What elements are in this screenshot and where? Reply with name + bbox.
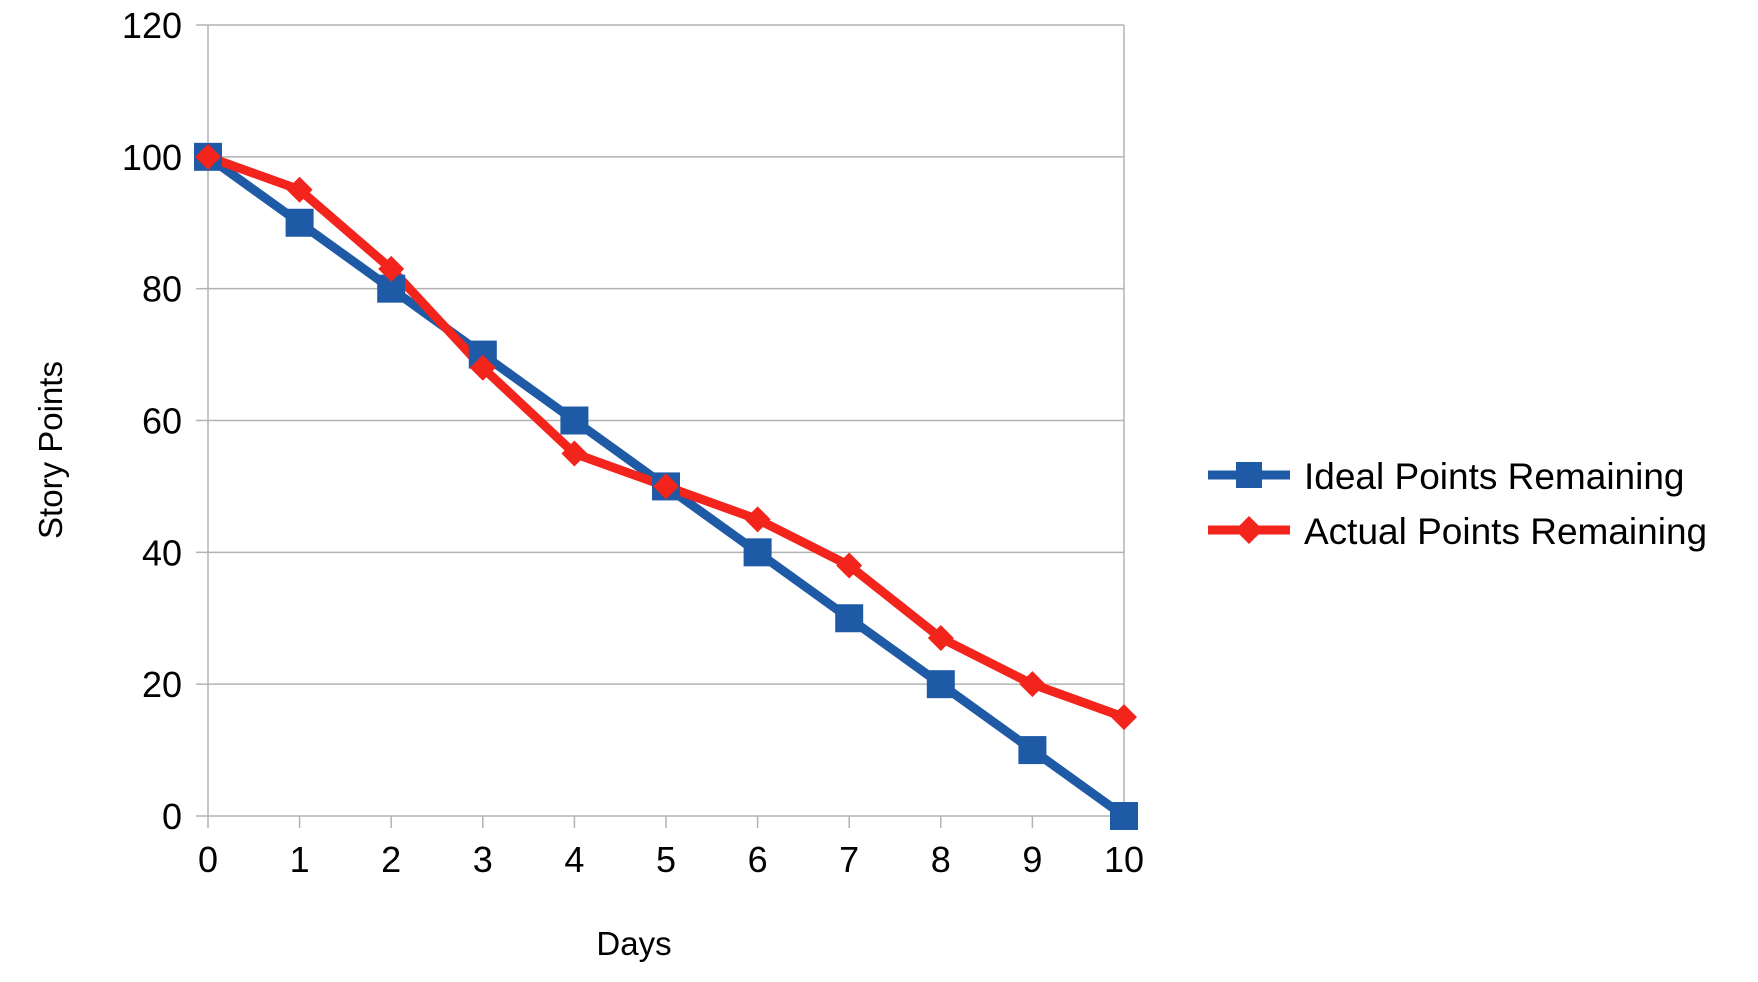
tick-labels: 0 20 40 60 80 100 120 0 1 2 3 4 5 6 7 8 9 10 [122, 5, 1144, 880]
data-point-actual [927, 625, 954, 652]
y-tick-label: 40 [142, 532, 182, 573]
x-axis-title: Days [596, 925, 671, 962]
y-tick-label: 120 [122, 5, 182, 46]
y-tick-label: 100 [122, 137, 182, 178]
legend-marker-diamond [1235, 516, 1263, 544]
series-line-actual [203, 152, 1129, 722]
data-point-ideal [1110, 802, 1138, 830]
data-point-actual [744, 506, 771, 533]
legend-label-ideal: Ideal Points Remaining [1304, 456, 1685, 497]
data-point-ideal [560, 406, 589, 435]
x-tick-label: 7 [839, 839, 859, 880]
legend-marker-square [1236, 462, 1262, 488]
x-tick-label: 9 [1022, 839, 1042, 880]
y-tick-label: 0 [162, 796, 182, 837]
data-point-actual [378, 255, 405, 282]
legend-item-ideal: Ideal Points Remaining [1208, 456, 1685, 497]
x-tick-label: 8 [931, 839, 951, 880]
legend-item-actual: Actual Points Remaining [1208, 511, 1707, 552]
x-tick-label: 2 [381, 839, 401, 880]
gridlines [208, 24, 1124, 817]
y-tick-label: 60 [142, 401, 182, 442]
data-point-actual [195, 143, 221, 170]
data-point-actual [469, 354, 496, 381]
data-point-actual [561, 440, 588, 467]
y-axis-title: Story Points [32, 361, 69, 539]
data-point-ideal [835, 604, 864, 633]
data-point-ideal [743, 538, 772, 567]
x-tick-label: 1 [290, 839, 310, 880]
x-tick-label: 5 [656, 839, 676, 880]
legend: Ideal Points Remaining Actual Points Rem… [1208, 456, 1707, 552]
x-tick-label: 3 [473, 839, 493, 880]
series-lines [194, 142, 1138, 830]
data-point-actual [1019, 671, 1046, 698]
x-tick-label: 4 [564, 839, 584, 880]
axes [196, 24, 1125, 828]
legend-label-actual: Actual Points Remaining [1304, 511, 1707, 552]
data-point-ideal [926, 670, 955, 699]
y-tick-label: 20 [142, 664, 182, 705]
data-point-ideal [1018, 736, 1047, 765]
data-point-actual [1111, 704, 1137, 731]
x-tick-label: 0 [198, 839, 218, 880]
y-tick-label: 80 [142, 269, 182, 310]
data-point-actual [286, 176, 313, 203]
data-point-actual [836, 552, 863, 579]
data-point-actual [653, 473, 679, 500]
data-point-ideal [285, 208, 314, 237]
x-tick-label: 10 [1104, 839, 1144, 880]
x-tick-label: 6 [748, 839, 768, 880]
